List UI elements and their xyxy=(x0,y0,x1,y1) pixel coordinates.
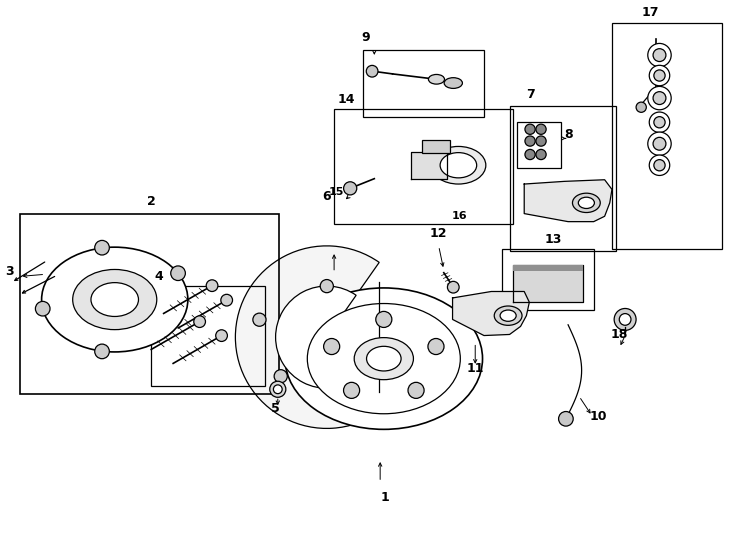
Bar xyxy=(422,140,450,153)
Bar xyxy=(509,106,616,251)
Text: 3: 3 xyxy=(5,265,14,278)
Bar xyxy=(612,23,722,248)
Circle shape xyxy=(270,381,286,397)
Circle shape xyxy=(376,312,392,327)
Circle shape xyxy=(525,136,535,146)
Circle shape xyxy=(536,124,546,134)
Bar xyxy=(363,50,484,117)
Circle shape xyxy=(536,136,546,146)
Circle shape xyxy=(344,382,360,399)
Circle shape xyxy=(650,112,669,132)
Text: 8: 8 xyxy=(564,128,573,141)
Ellipse shape xyxy=(91,282,139,316)
Bar xyxy=(334,109,513,224)
Circle shape xyxy=(253,313,266,326)
Circle shape xyxy=(206,280,218,292)
Text: 15: 15 xyxy=(328,187,344,198)
Circle shape xyxy=(428,339,444,355)
Circle shape xyxy=(648,132,671,156)
Bar xyxy=(20,214,279,394)
Ellipse shape xyxy=(42,247,188,352)
Polygon shape xyxy=(524,180,612,221)
Text: 5: 5 xyxy=(272,402,280,415)
Circle shape xyxy=(525,150,535,160)
Circle shape xyxy=(650,155,669,176)
Text: 18: 18 xyxy=(611,328,628,341)
Circle shape xyxy=(273,385,282,394)
Text: 4: 4 xyxy=(154,271,163,284)
Circle shape xyxy=(216,330,228,341)
Circle shape xyxy=(653,92,666,105)
Circle shape xyxy=(654,70,665,81)
Circle shape xyxy=(536,150,546,160)
Circle shape xyxy=(650,65,669,86)
Bar xyxy=(517,122,561,168)
Bar xyxy=(502,248,594,310)
Circle shape xyxy=(648,43,671,67)
Ellipse shape xyxy=(355,338,413,380)
Ellipse shape xyxy=(366,346,401,371)
Circle shape xyxy=(324,339,340,355)
Ellipse shape xyxy=(308,303,460,414)
Text: 9: 9 xyxy=(361,31,370,44)
Ellipse shape xyxy=(431,146,486,184)
Circle shape xyxy=(95,240,109,255)
Text: 10: 10 xyxy=(590,410,608,423)
Circle shape xyxy=(194,316,206,327)
Ellipse shape xyxy=(444,78,462,89)
Ellipse shape xyxy=(573,193,600,213)
Circle shape xyxy=(366,65,378,77)
Circle shape xyxy=(448,281,459,293)
Circle shape xyxy=(653,49,666,62)
Text: 2: 2 xyxy=(147,195,156,208)
Circle shape xyxy=(408,382,424,399)
Ellipse shape xyxy=(500,310,516,321)
Ellipse shape xyxy=(494,306,522,325)
Circle shape xyxy=(221,294,233,306)
Wedge shape xyxy=(275,286,356,388)
Polygon shape xyxy=(453,292,529,335)
Polygon shape xyxy=(411,152,448,179)
Circle shape xyxy=(95,344,109,359)
Ellipse shape xyxy=(429,75,445,84)
Bar xyxy=(151,286,265,386)
Text: 1: 1 xyxy=(381,491,390,504)
Polygon shape xyxy=(513,265,583,271)
Circle shape xyxy=(525,124,535,134)
Text: 17: 17 xyxy=(642,5,659,18)
Circle shape xyxy=(559,411,573,426)
Text: 7: 7 xyxy=(526,88,535,101)
Text: 6: 6 xyxy=(322,190,331,203)
Circle shape xyxy=(636,102,647,112)
Circle shape xyxy=(35,301,50,316)
Polygon shape xyxy=(513,265,583,302)
Circle shape xyxy=(344,182,357,195)
Circle shape xyxy=(171,266,186,280)
Text: 13: 13 xyxy=(545,233,562,246)
Circle shape xyxy=(648,86,671,110)
Circle shape xyxy=(654,117,665,128)
Wedge shape xyxy=(236,246,379,428)
Circle shape xyxy=(653,137,666,150)
Text: 14: 14 xyxy=(338,93,355,106)
Text: 16: 16 xyxy=(451,211,467,220)
Circle shape xyxy=(614,308,636,330)
Ellipse shape xyxy=(73,269,157,329)
Circle shape xyxy=(619,314,631,325)
Circle shape xyxy=(320,280,333,293)
Ellipse shape xyxy=(440,153,476,178)
Ellipse shape xyxy=(285,288,482,429)
Circle shape xyxy=(274,370,287,383)
Text: 11: 11 xyxy=(467,362,484,375)
Text: 12: 12 xyxy=(430,227,448,240)
Ellipse shape xyxy=(578,197,595,208)
Circle shape xyxy=(654,160,665,171)
